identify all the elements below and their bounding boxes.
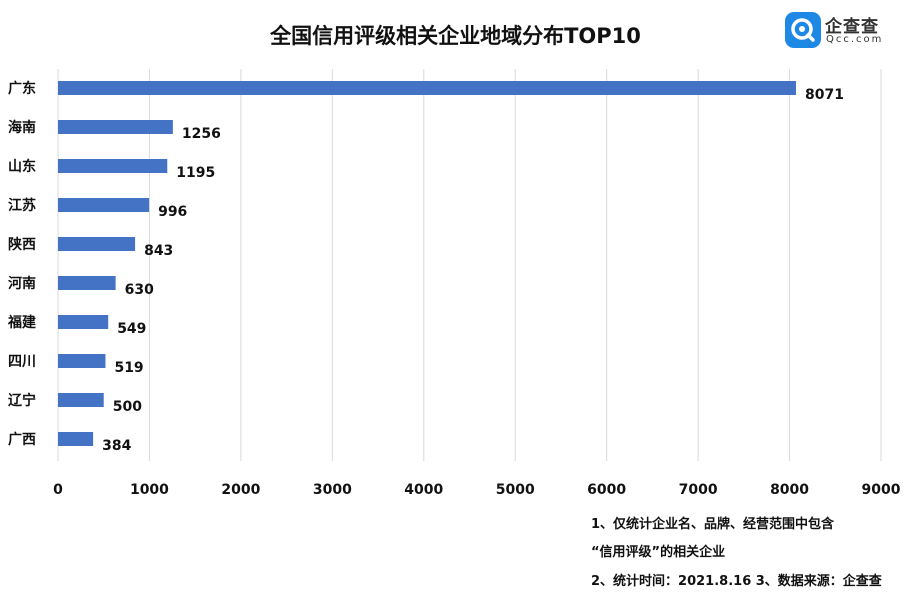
- data-label: 8071: [805, 87, 844, 103]
- logo: 企查查 Qcc.com: [785, 12, 903, 48]
- bar: [58, 81, 797, 95]
- logo-name: 企查查: [825, 17, 879, 37]
- qcc-magnifier-icon: [785, 12, 821, 48]
- bars: [58, 81, 797, 446]
- bar: [58, 120, 173, 134]
- x-tick-label: 7000: [679, 482, 718, 498]
- bar: [58, 237, 136, 251]
- x-tick-label: 0: [53, 482, 63, 498]
- category-label: 陕西: [8, 236, 36, 253]
- category-label: 福建: [7, 314, 36, 331]
- data-label: 384: [102, 438, 131, 454]
- category-label: 山东: [8, 158, 36, 175]
- category-label: 海南: [8, 119, 36, 136]
- note-line-3: 2、统计时间：2021.8.16 3、数据来源：企查查: [591, 574, 882, 589]
- bar: [58, 159, 168, 173]
- grid-lines: [57, 69, 882, 461]
- data-label: 843: [144, 243, 173, 259]
- x-tick-label: 3000: [313, 482, 352, 498]
- data-label: 996: [158, 204, 187, 220]
- x-tick-labels: 0 1000 2000 3000 4000 5000 6000 7000 8000 9000: [53, 482, 901, 498]
- data-label: 1195: [176, 165, 215, 181]
- chart-title: 全国信用评级相关企业地域分布TOP10: [270, 24, 641, 48]
- bar: [58, 198, 150, 212]
- x-tick-label: 6000: [587, 482, 626, 498]
- bar: [58, 432, 94, 446]
- data-label: 500: [113, 399, 142, 415]
- category-label: 辽宁: [8, 392, 36, 409]
- bar: [58, 276, 116, 290]
- category-label: 广西: [8, 431, 36, 448]
- category-label: 河南: [8, 275, 36, 292]
- x-tick-label: 1000: [130, 482, 169, 498]
- x-tick-label: 2000: [221, 482, 260, 498]
- x-tick-label: 5000: [496, 482, 535, 498]
- data-label: 1256: [182, 126, 221, 142]
- note-line-2: “信用评级”的相关企业: [591, 545, 726, 560]
- x-tick-label: 4000: [404, 482, 443, 498]
- x-tick-label: 8000: [770, 482, 809, 498]
- bar: [58, 315, 109, 329]
- bar: [58, 354, 106, 368]
- data-label: 549: [117, 321, 146, 337]
- bar: [58, 393, 104, 407]
- category-label: 江苏: [8, 197, 36, 214]
- value-labels: 8071 1256 1195 996 843 630 549 519 500 384: [102, 87, 844, 454]
- note-line-1: 1、仅统计企业名、品牌、经营范围中包含: [591, 517, 835, 532]
- category-label: 广东: [8, 80, 36, 97]
- category-label: 四川: [8, 354, 36, 370]
- logo-sub: Qcc.com: [826, 34, 884, 45]
- x-tick-label: 9000: [862, 482, 901, 498]
- data-label: 519: [114, 360, 143, 376]
- data-label: 630: [125, 282, 154, 298]
